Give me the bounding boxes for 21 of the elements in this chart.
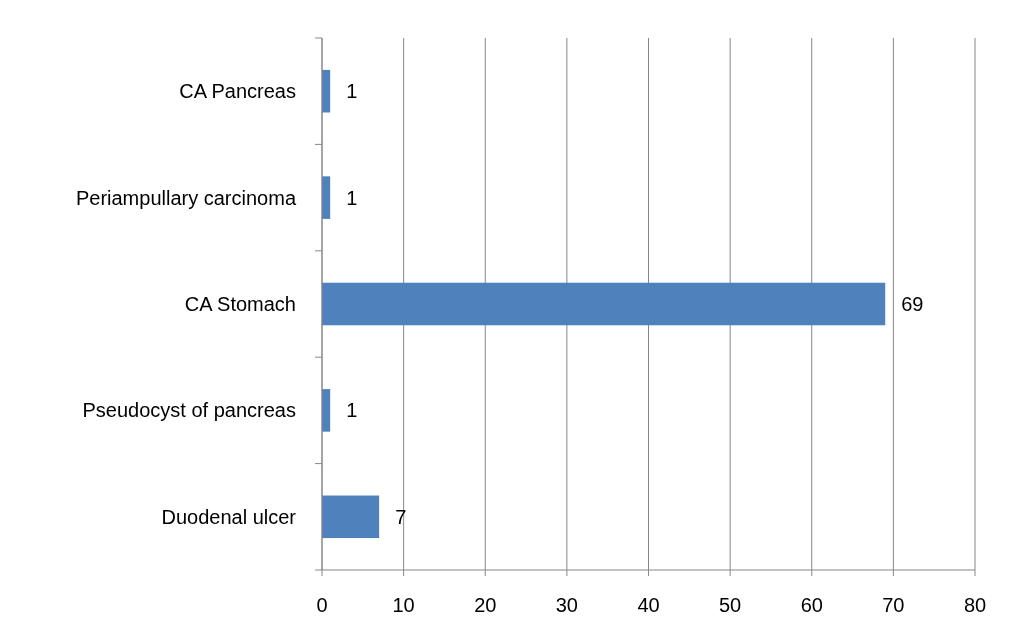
y-tick-label: CA Stomach bbox=[184, 293, 296, 315]
y-tick-label: Pseudocyst of pancreas bbox=[82, 399, 296, 422]
x-tick-label: 40 bbox=[637, 594, 660, 616]
x-tick-label: 20 bbox=[474, 594, 497, 616]
x-tick-label: 70 bbox=[882, 594, 905, 616]
x-tick-label: 50 bbox=[719, 594, 742, 616]
data-label: 69 bbox=[901, 293, 924, 315]
x-tick-label: 0 bbox=[316, 594, 328, 616]
x-tick-label: 60 bbox=[800, 594, 823, 616]
data-label: 7 bbox=[395, 505, 407, 528]
y-tick-label: Duodenal ulcer bbox=[161, 505, 297, 528]
data-label: 1 bbox=[346, 399, 358, 422]
data-label: 1 bbox=[346, 80, 358, 103]
x-tick-label: 10 bbox=[392, 594, 415, 616]
y-tick-label: Periampullary carcinoma bbox=[75, 186, 297, 209]
x-tick-label: 80 bbox=[963, 594, 987, 616]
x-tick-label: 30 bbox=[555, 594, 578, 616]
bar bbox=[322, 495, 380, 539]
data-label: 1 bbox=[346, 186, 358, 209]
bar bbox=[322, 282, 886, 326]
y-tick-label: CA Pancreas bbox=[179, 80, 296, 103]
